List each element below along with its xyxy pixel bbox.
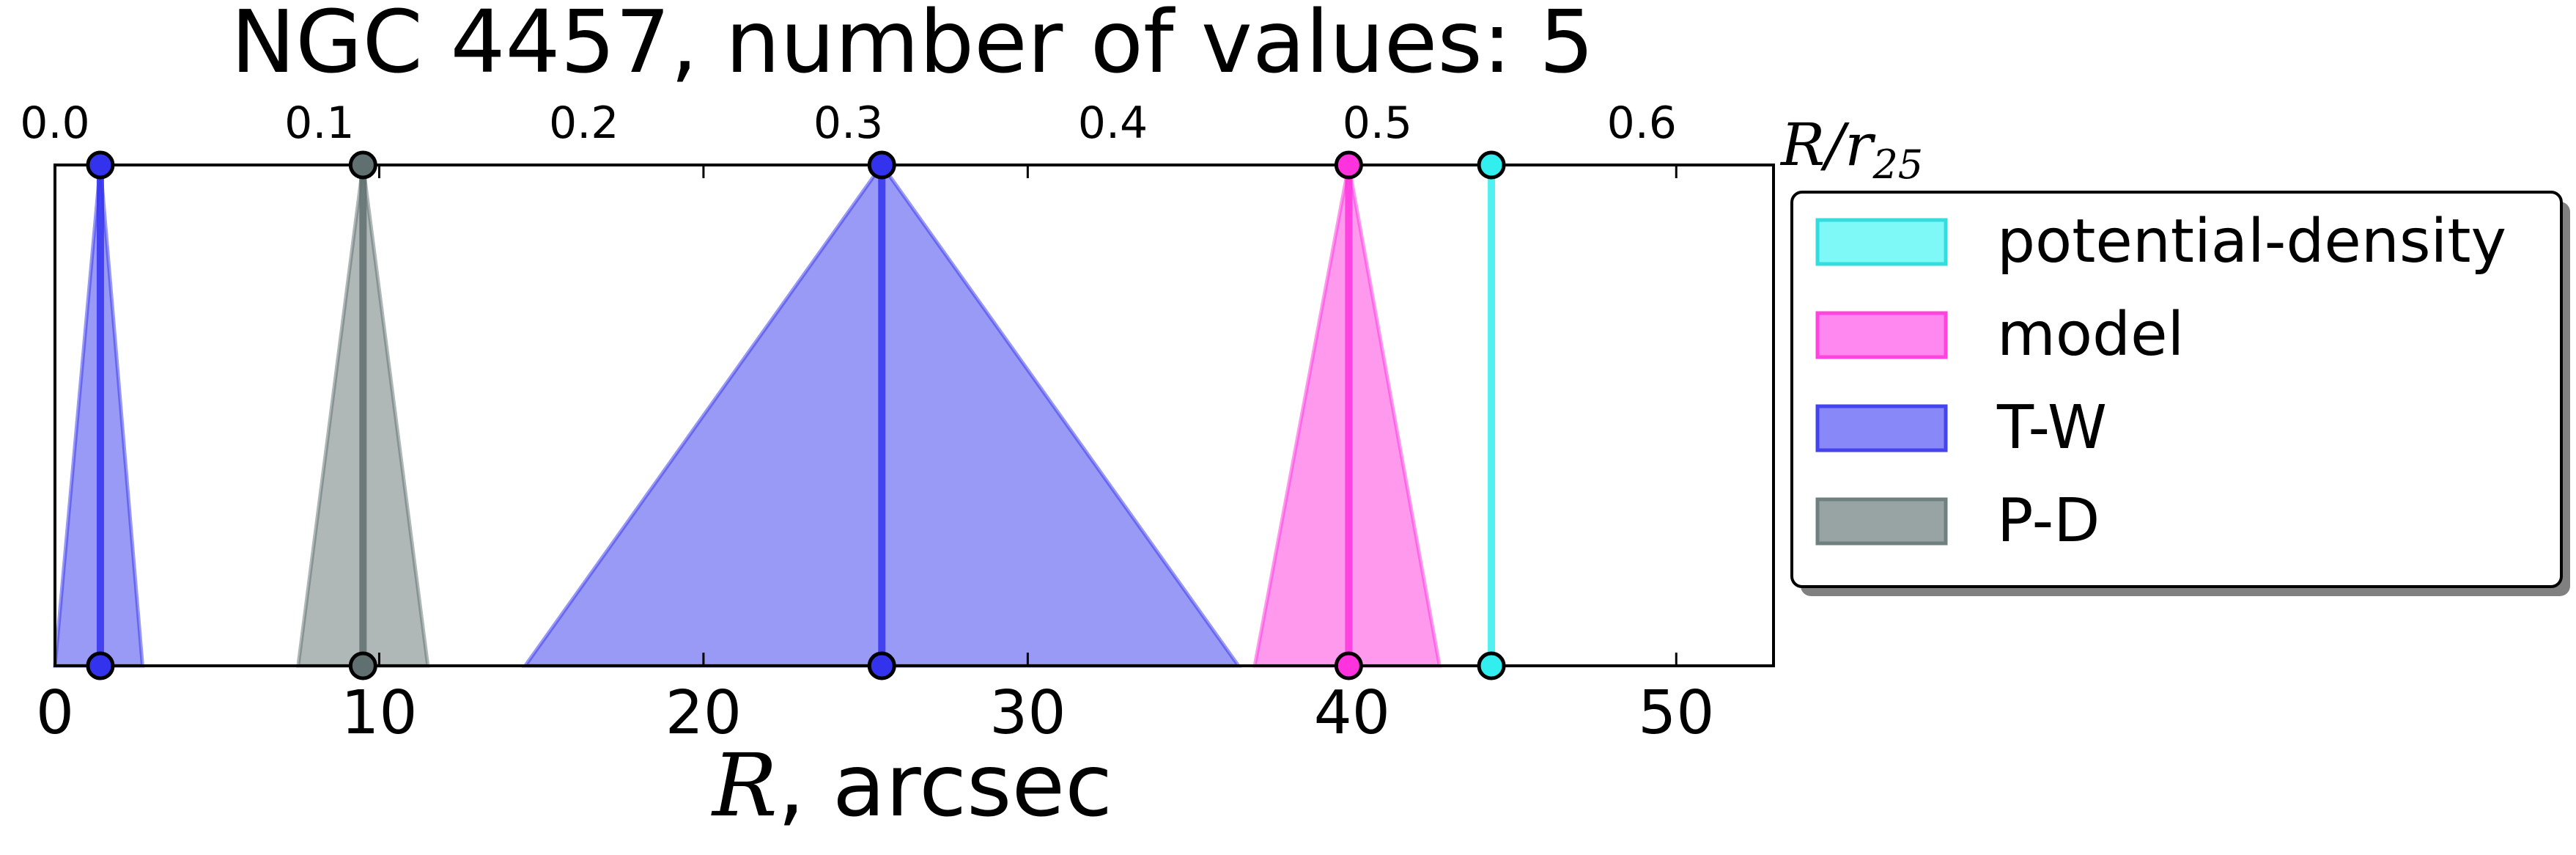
- top-tick-label: 0.2: [549, 98, 619, 149]
- top-axis-label-symbol: R/r: [1779, 111, 1876, 179]
- top-tick-label: 0.0: [20, 98, 89, 149]
- T-W-marker-1-bottom: [867, 651, 896, 680]
- top-tick-label: 0.3: [813, 98, 883, 149]
- chart-title: NGC 4457, number of values: 5: [231, 0, 1594, 92]
- legend-label: potential-density: [1997, 207, 2506, 276]
- x-tick-label: 50: [1638, 678, 1714, 748]
- P-D-marker-0-bottom: [348, 651, 377, 680]
- legend-label: model: [1997, 300, 2184, 370]
- x-tick-label: 0: [36, 678, 74, 748]
- x-axis-label-symbol: R: [711, 735, 778, 836]
- top-tick-label: 0.4: [1078, 98, 1148, 149]
- top-tick-label: 0.6: [1607, 98, 1677, 149]
- legend-label: P-D: [1997, 486, 2100, 556]
- top-tick-label: 0.5: [1343, 98, 1412, 149]
- x-tick-label: 40: [1314, 678, 1390, 748]
- top-tick-label: 0.1: [284, 98, 354, 149]
- top-axis-ticks: 0.0 0.1 0.2 0.3 0.4 0.5 0.6: [20, 98, 1677, 149]
- x-tick-label: 20: [665, 678, 742, 748]
- plot-frame: [53, 164, 1775, 667]
- top-axis-label-subscript: 25: [1872, 142, 1923, 188]
- x-axis-label: R, arcsec: [711, 735, 1112, 836]
- marker-layer: [86, 150, 1506, 680]
- potential-density-marker-0-top: [1477, 150, 1506, 180]
- T-W-marker-0-top: [86, 150, 115, 180]
- legend-box: [1790, 191, 2563, 588]
- x-axis-label-rest: , arcsec: [778, 735, 1112, 836]
- potential-density-marker-0-bottom: [1477, 651, 1506, 680]
- top-axis-label: R/r25: [1779, 111, 1923, 188]
- legend-swatch: [1815, 404, 1948, 452]
- x-tick-label: 10: [341, 678, 417, 748]
- x-axis-ticks: 0 10 20 30 40 50: [36, 165, 1714, 748]
- T-W-marker-1-top: [867, 150, 896, 180]
- data-layer: [53, 161, 1496, 668]
- legend-swatch: [1815, 497, 1948, 546]
- legend-label: T-W: [1996, 393, 2107, 463]
- x-tick-label: 30: [989, 678, 1066, 748]
- legend-swatch: [1815, 218, 1948, 266]
- P-D-marker-0-top: [348, 150, 377, 180]
- model-marker-0-bottom: [1334, 651, 1363, 680]
- legend-swatch: [1815, 311, 1948, 359]
- model-marker-0-top: [1334, 150, 1363, 180]
- legend: potential-density model T-W P-D: [1790, 191, 2570, 596]
- T-W-marker-0-bottom: [86, 651, 115, 680]
